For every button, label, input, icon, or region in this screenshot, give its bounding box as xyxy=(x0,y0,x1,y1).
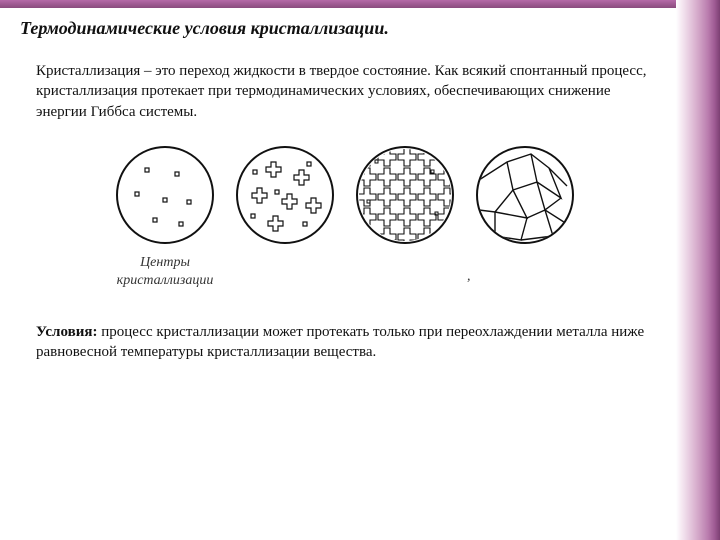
stage-2-growth xyxy=(237,147,333,243)
slide: Термодинамические условия кристаллизации… xyxy=(0,0,720,540)
stage-3-dense xyxy=(357,147,453,243)
top-accent-bar xyxy=(0,0,720,8)
conditions-label: Условия: xyxy=(36,324,97,340)
diagram-stray-mark: , xyxy=(467,269,471,284)
slide-title: Термодинамические условия кристаллизации… xyxy=(20,18,660,39)
stage-4-grains xyxy=(477,147,573,243)
paragraph-conditions: Условия: процесс кристаллизации может пр… xyxy=(36,322,652,363)
paragraph-definition: Кристаллизация – это переход жидкости в … xyxy=(36,61,652,122)
crystallization-diagram: Центры кристаллизации , xyxy=(10,140,660,310)
diagram-caption-line1: Центры xyxy=(139,255,190,270)
diagram-caption-line2: кристаллизации xyxy=(117,273,214,288)
diagram-svg: Центры кристаллизации , xyxy=(75,140,595,310)
right-accent-bar xyxy=(676,0,720,540)
stage-1-nucleation xyxy=(117,147,213,243)
content-area: Термодинамические условия кристаллизации… xyxy=(20,18,660,522)
conditions-text: процесс кристаллизации может протекать т… xyxy=(36,324,644,360)
